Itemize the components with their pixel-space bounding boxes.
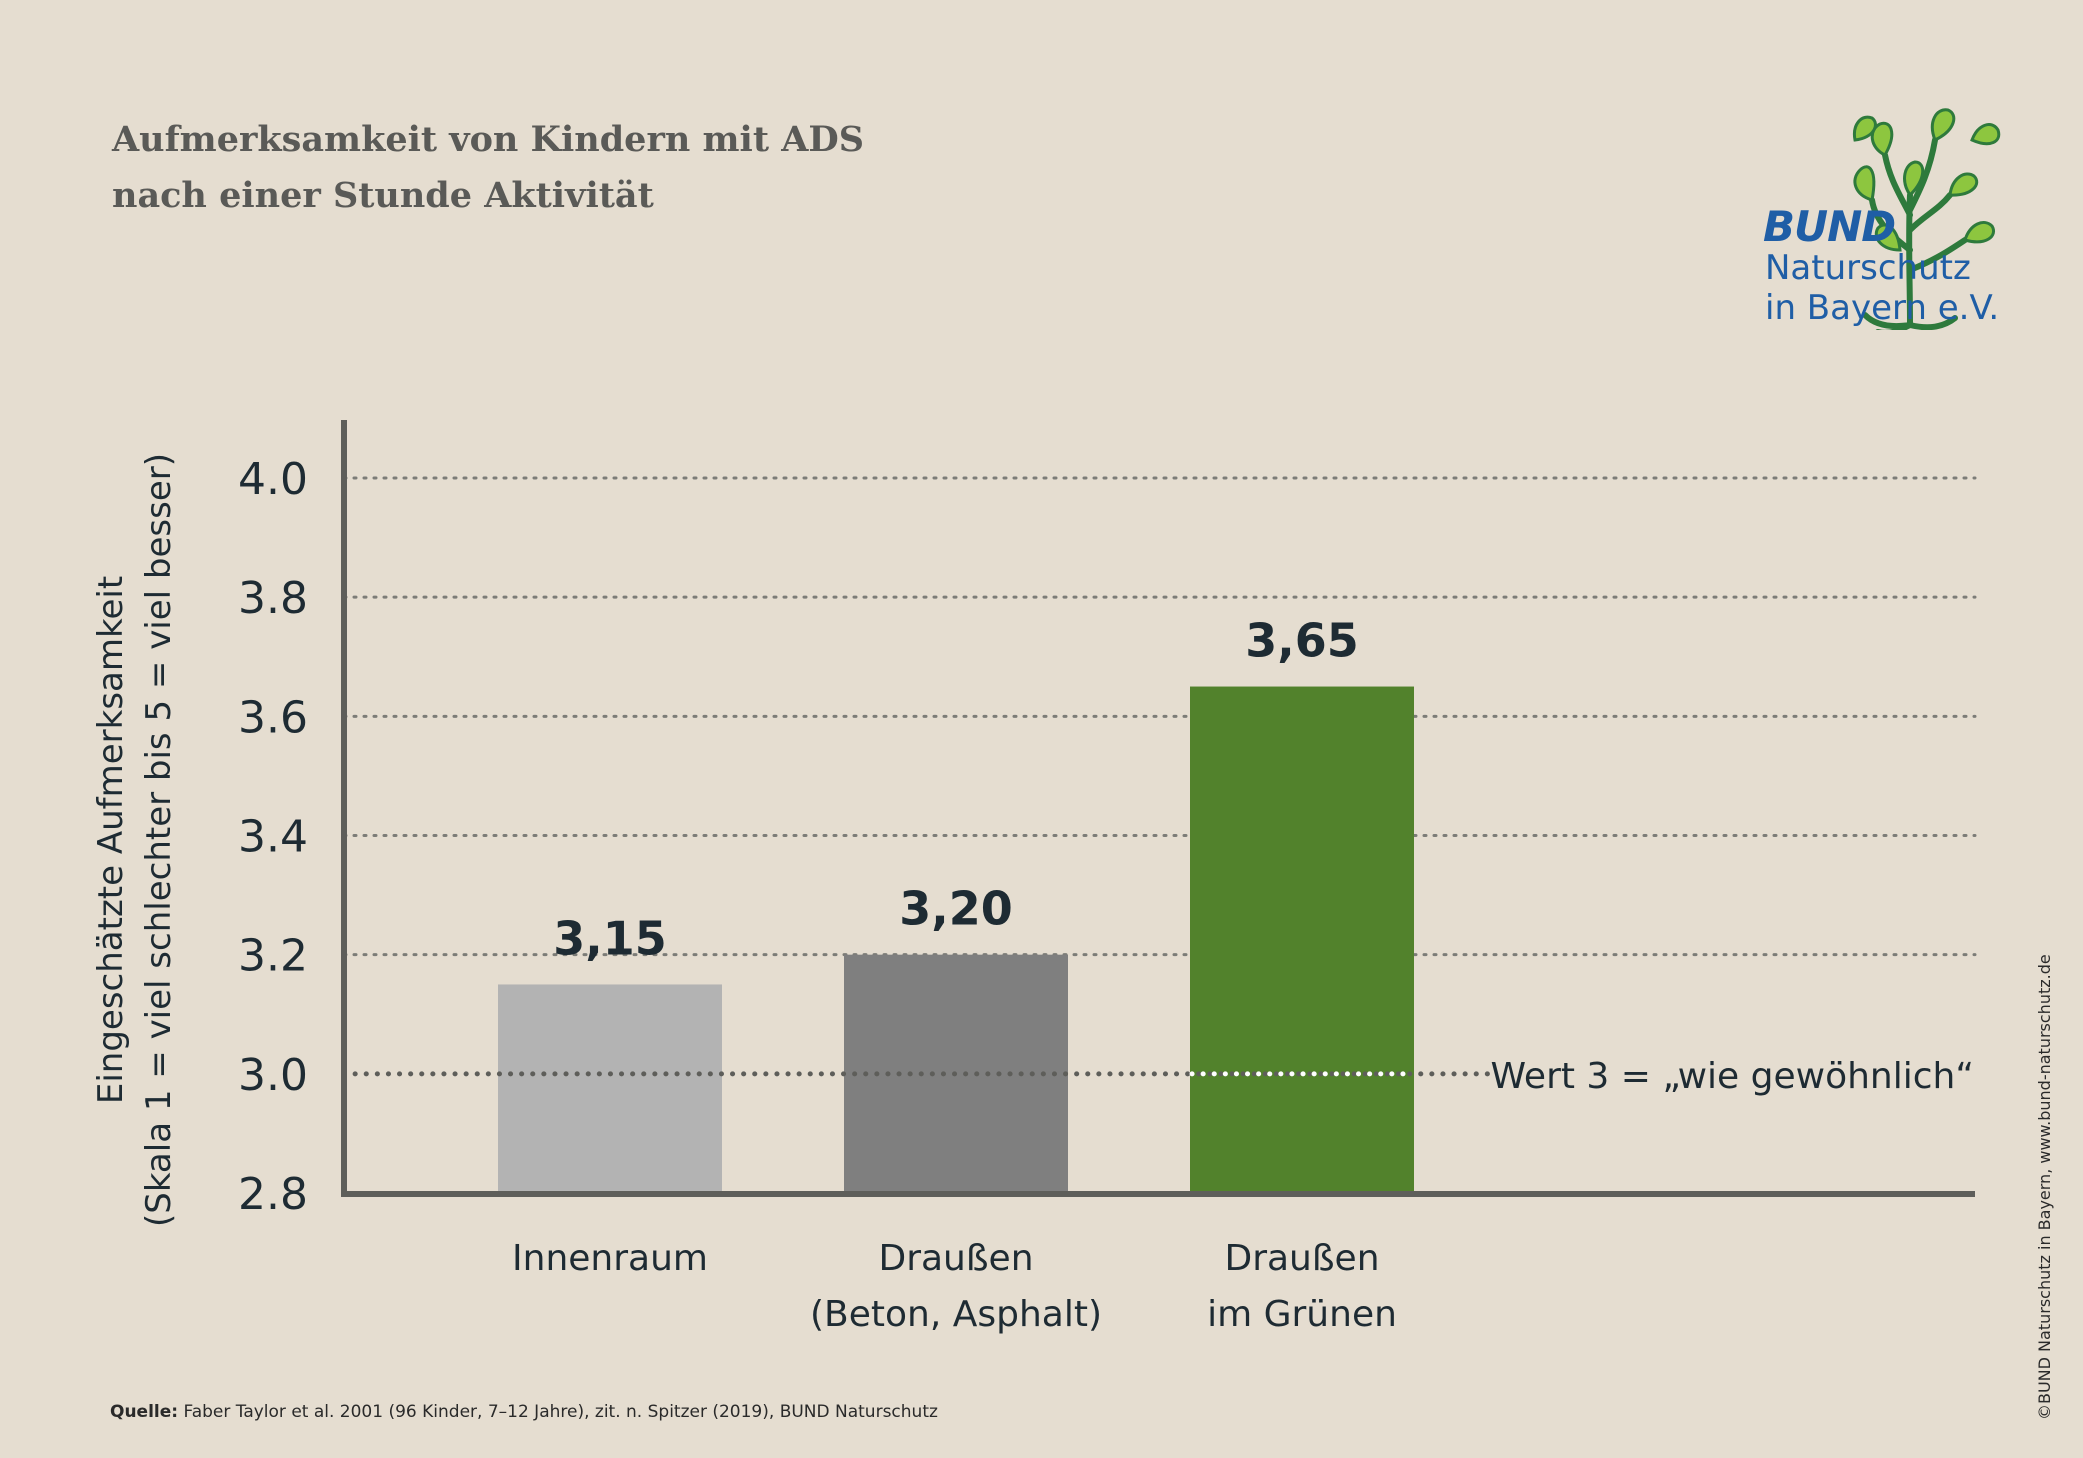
y-tick-label: 3.2 — [238, 931, 308, 982]
reference-line-label: Wert 3 = „wie gewöhnlich“ — [1490, 1056, 1974, 1097]
y-tick-label: 3.0 — [238, 1050, 308, 1101]
logo-line-1: Naturschutz — [1765, 248, 1971, 288]
x-category-label: Draußen — [1224, 1238, 1379, 1279]
source-text: Faber Taylor et al. 2001 (96 Kinder, 7–1… — [183, 1402, 938, 1422]
y-tick-label: 4.0 — [238, 454, 308, 505]
bar-value-label: 3,65 — [1245, 614, 1359, 668]
bar-value-label: 3,20 — [899, 882, 1013, 936]
x-category-label: (Beton, Asphalt) — [810, 1294, 1102, 1335]
source-note: Quelle: Faber Taylor et al. 2001 (96 Kin… — [110, 1402, 938, 1422]
y-tick-label: 3.4 — [238, 812, 308, 863]
y-tick-label: 3.6 — [238, 692, 308, 743]
logo-line-2: in Bayern e.V. — [1765, 288, 2000, 328]
x-category-label: im Grünen — [1207, 1294, 1397, 1335]
bar — [498, 984, 722, 1193]
y-axis-label-line: (Skala 1 = viel schlechter bis 5 = viel … — [139, 453, 179, 1227]
logo-brand: BUND — [1763, 202, 1896, 251]
tree-logo-icon — [1852, 108, 2001, 330]
x-category-label: Draußen — [878, 1238, 1033, 1279]
logo-name: Naturschutz in Bayern e.V. — [1765, 248, 1999, 328]
chart-title: Aufmerksamkeit von Kindern mit ADS nach … — [112, 112, 864, 224]
y-axis-label-line: Eingeschätzte Aufmerksamkeit — [91, 576, 131, 1104]
chart-title-line-1: Aufmerksamkeit von Kindern mit ADS — [112, 119, 864, 160]
x-category-label: Innenraum — [512, 1238, 708, 1279]
chart-title-line-2: nach einer Stunde Aktivität — [112, 175, 654, 216]
bar-value-label: 3,15 — [553, 911, 667, 965]
y-tick-label: 3.8 — [238, 573, 308, 624]
bar — [1190, 686, 1414, 1193]
copyright-note: ©BUND Naturschutz in Bayern, www.bund-na… — [2035, 954, 2054, 1420]
y-tick-label: 2.8 — [238, 1169, 308, 1220]
source-label: Quelle: — [110, 1402, 179, 1422]
